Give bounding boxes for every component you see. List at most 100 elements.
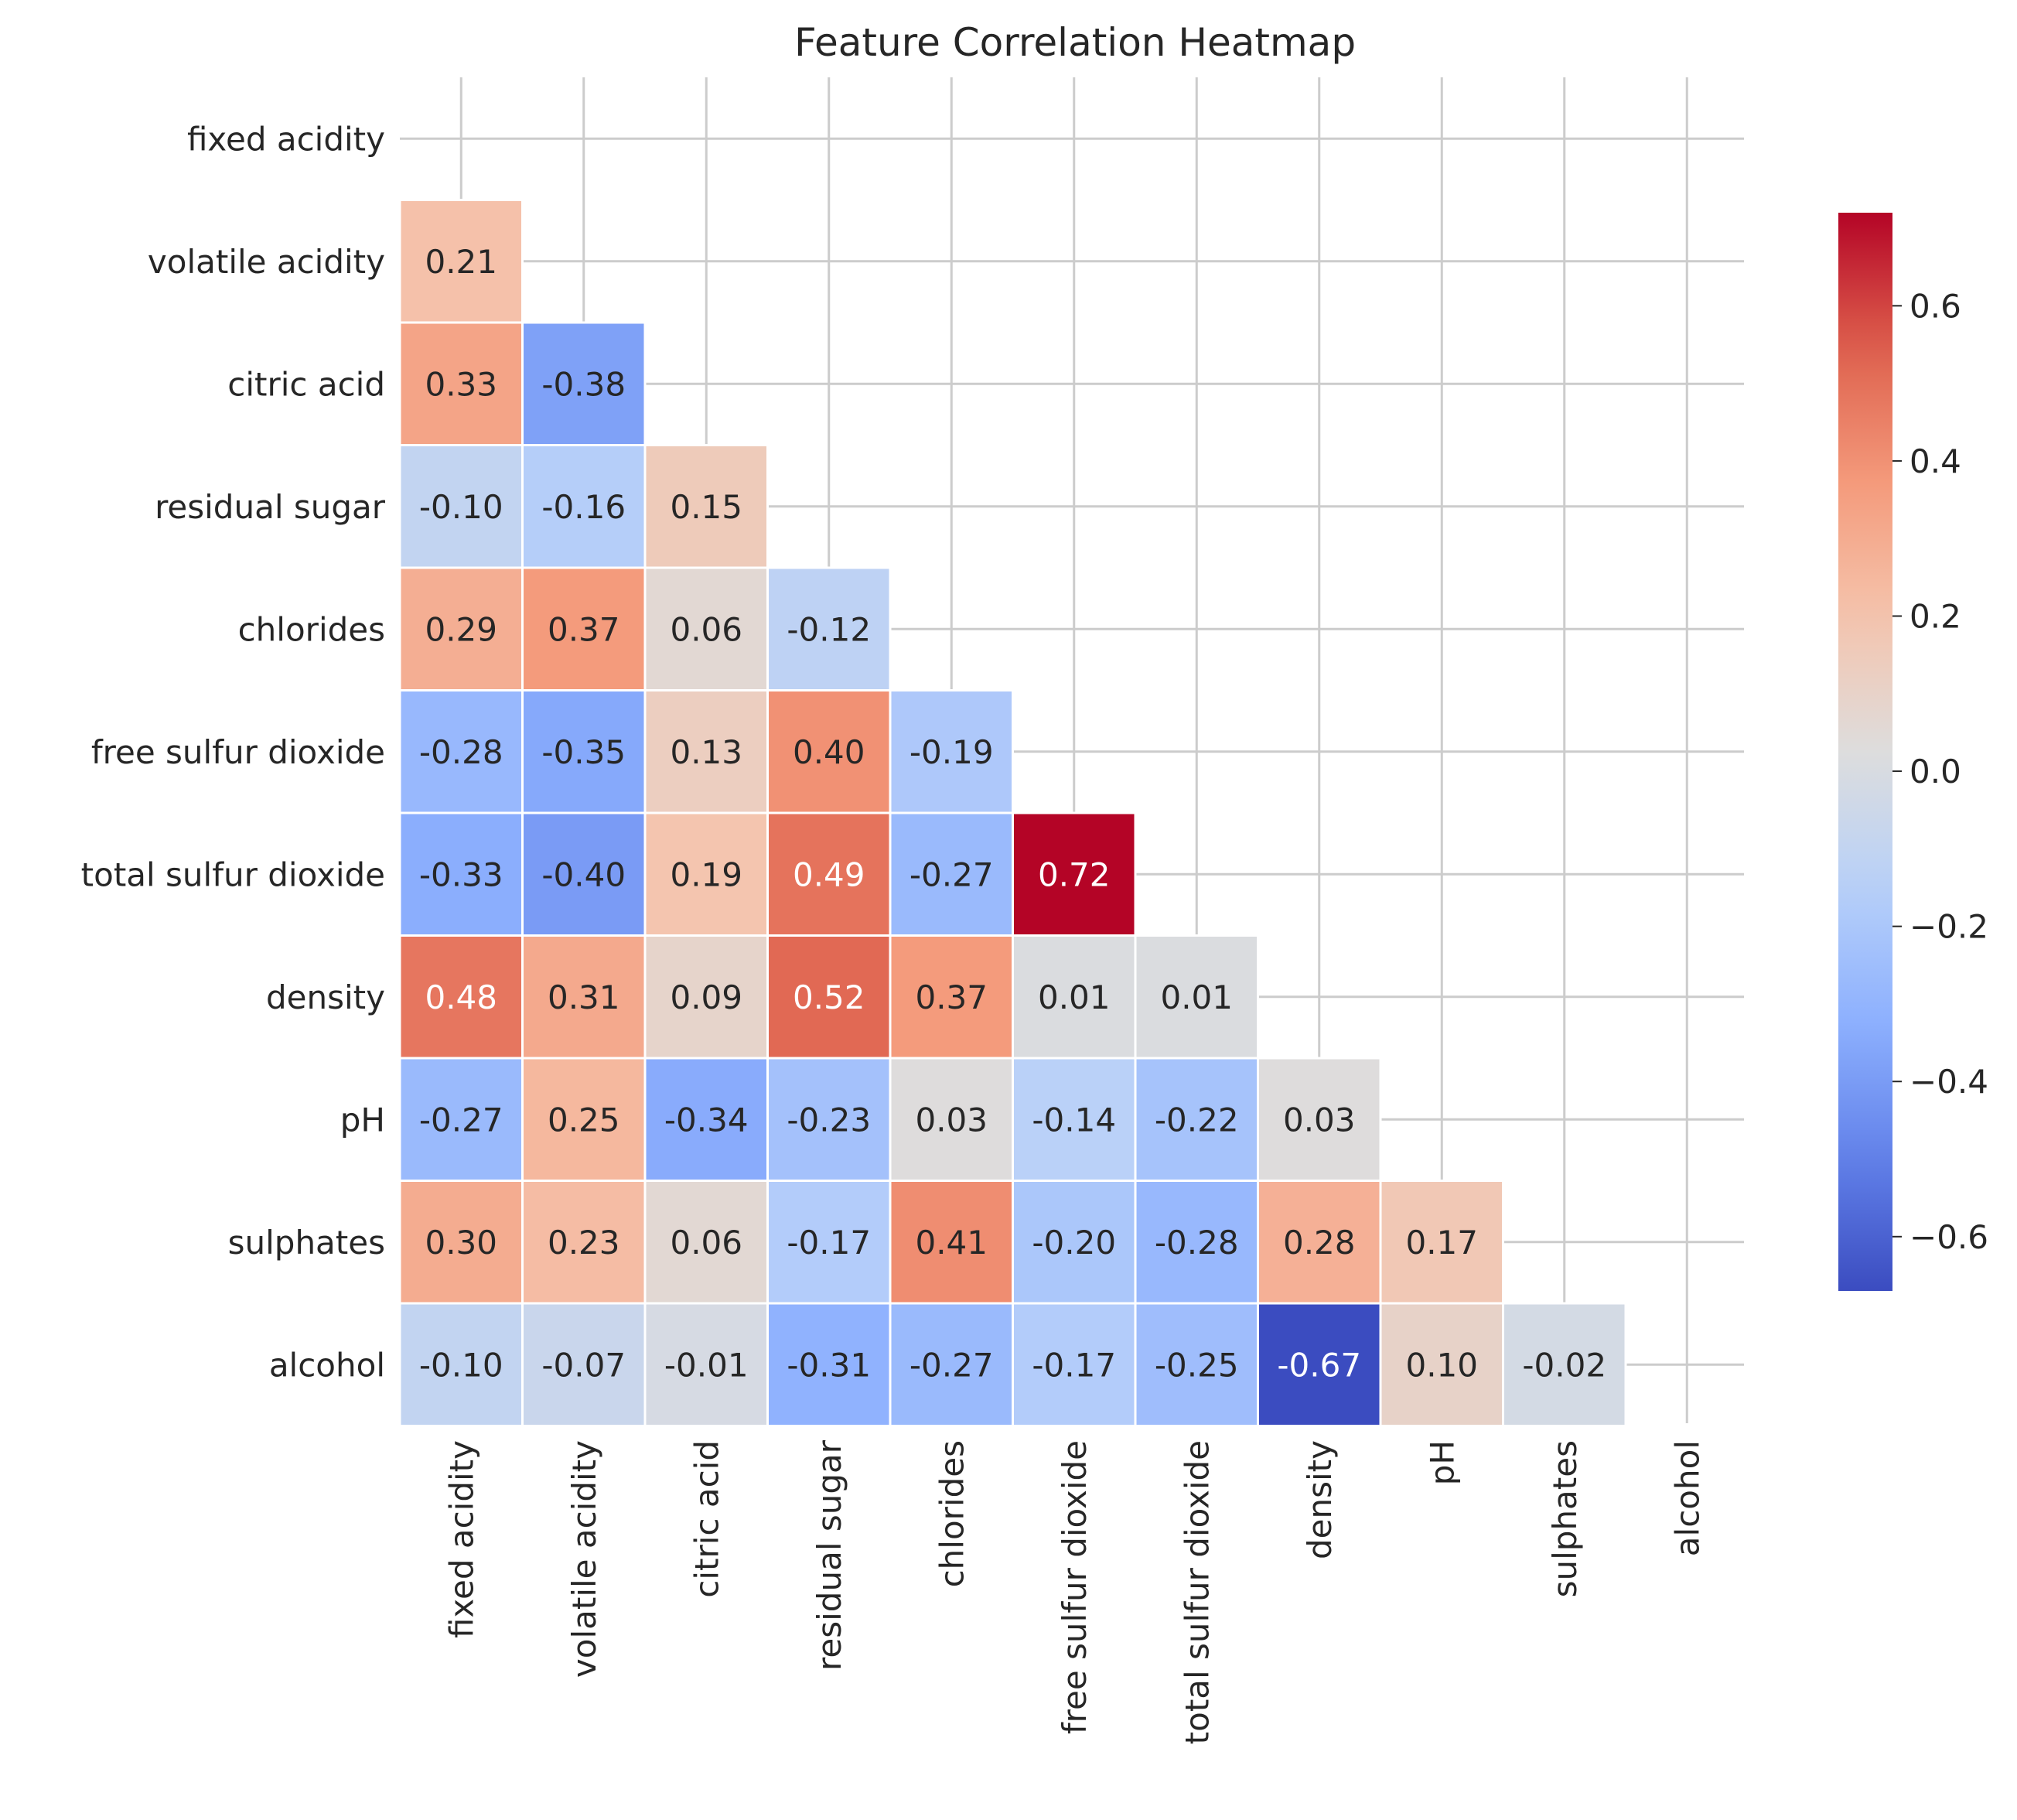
cell-value-label: -0.10 [419, 488, 503, 526]
cell-value-label: -0.12 [787, 610, 871, 648]
cell-value-label: -0.01 [664, 1346, 749, 1384]
heatmap-cell [521, 1302, 647, 1427]
heatmap-cell [1379, 1302, 1504, 1427]
y-tick-label: pH [340, 1101, 385, 1139]
heatmap-cell [398, 1057, 524, 1182]
y-tick-label: fixed acidity [187, 120, 385, 158]
heatmap-cell [521, 1180, 647, 1305]
cell-value-label: 0.01 [1160, 978, 1233, 1016]
cell-value-label: -0.07 [541, 1346, 626, 1384]
heatmap-cells: 0.21 0.33 -0.38 -0.10 -0.16 0.15 0.29 0.37 0.06 -… [398, 199, 1627, 1427]
heatmap-cell [766, 1057, 892, 1182]
heatmap-cell [1134, 1057, 1259, 1182]
heatmap-cell [643, 1302, 769, 1427]
x-tick-label: citric acid [688, 1440, 725, 1598]
cell-value-label: 0.17 [1405, 1224, 1478, 1262]
cell-value-label: 0.37 [548, 610, 620, 648]
colorbar-gradient [1838, 213, 1892, 1291]
y-tick-label: sulphates [228, 1224, 385, 1262]
cell-value-label: -0.27 [910, 855, 994, 893]
x-tick-label: sulphates [1546, 1440, 1584, 1597]
x-tick-label: alcohol [1668, 1440, 1706, 1556]
cell-value-label: 0.01 [1038, 978, 1111, 1016]
cell-value-label: 0.19 [670, 855, 742, 893]
x-tick-label: fixed acidity [442, 1440, 480, 1638]
chart-title: Feature Correlation Heatmap [794, 20, 1356, 65]
x-tick-label: total sulfur dioxide [1178, 1440, 1216, 1744]
y-tick-label: citric acid [227, 365, 385, 403]
cell-value-label: -0.67 [1277, 1346, 1361, 1384]
cell-value-label: 0.06 [670, 610, 742, 648]
cell-value-label: -0.10 [419, 1346, 503, 1384]
cell-value-label: -0.33 [419, 855, 503, 893]
colorbar-tick-label: −0.4 [1909, 1063, 1988, 1101]
cell-value-label: -0.19 [910, 733, 994, 771]
heatmap-cell [1134, 1302, 1259, 1427]
y-tick-labels: fixed acidity volatile acidity citric acid… [81, 120, 386, 1384]
cell-value-label: -0.27 [910, 1346, 994, 1384]
cell-value-label: -0.40 [541, 855, 626, 893]
heatmap-cell [1502, 1302, 1627, 1427]
heatmap-cell [889, 1057, 1014, 1182]
cell-value-label: 0.28 [1283, 1224, 1356, 1262]
cell-value-label: -0.25 [1155, 1346, 1239, 1384]
cell-value-label: -0.34 [664, 1101, 749, 1139]
x-tick-label: pH [1423, 1440, 1461, 1485]
cell-value-label: -0.38 [541, 365, 626, 403]
cell-value-label: 0.15 [670, 488, 742, 526]
cell-value-label: -0.22 [1155, 1101, 1239, 1139]
cell-value-label: 0.13 [670, 733, 742, 771]
heatmap-cell [398, 1302, 524, 1427]
cell-value-label: 0.37 [915, 978, 988, 1016]
heatmap-cell [1257, 1180, 1382, 1305]
heatmap-cell [766, 934, 892, 1060]
cell-value-label: 0.03 [1283, 1101, 1356, 1139]
y-tick-label: total sulfur dioxide [81, 855, 385, 893]
colorbar-tick-label: 0.4 [1909, 442, 1961, 480]
heatmap-cell [889, 811, 1014, 937]
y-tick-label: volatile acidity [148, 243, 385, 281]
cell-value-label: 0.52 [793, 978, 865, 1016]
heatmap-cell [766, 1302, 892, 1427]
cell-value-label: -0.35 [541, 733, 626, 771]
cell-value-label: -0.17 [787, 1224, 871, 1262]
heatmap-cell [1257, 1302, 1382, 1427]
cell-value-label: -0.02 [1522, 1346, 1606, 1384]
y-tick-label: free sulfur dioxide [91, 733, 385, 771]
heatmap-cell [398, 811, 524, 937]
cell-value-label: -0.31 [787, 1346, 871, 1384]
heatmap-cell [643, 934, 769, 1060]
colorbar-tick-label: 0.0 [1909, 753, 1961, 790]
heatmap-cell [1257, 1057, 1382, 1182]
cell-value-label: 0.41 [915, 1224, 988, 1262]
cell-value-label: -0.27 [419, 1101, 503, 1139]
heatmap-cell [521, 1057, 647, 1182]
cell-value-label: 0.40 [793, 733, 865, 771]
cell-value-label: 0.25 [548, 1101, 620, 1139]
cell-value-label: 0.48 [425, 978, 497, 1016]
heatmap-cell [889, 934, 1014, 1060]
cell-value-label: -0.17 [1032, 1346, 1116, 1384]
heatmap-cell [643, 811, 769, 937]
x-tick-label: density [1301, 1440, 1339, 1559]
cell-value-label: 0.49 [793, 855, 865, 893]
cell-value-label: 0.21 [425, 243, 497, 281]
heatmap-cell [889, 689, 1014, 814]
colorbar: 0.6 0.4 0.2 0.0 −0.2 −0.4 −0.6 [1838, 213, 1988, 1291]
colorbar-tick-label: −0.2 [1909, 908, 1988, 946]
heatmap-cell [521, 689, 647, 814]
cell-value-label: -0.28 [1155, 1224, 1239, 1262]
cell-value-label: 0.72 [1038, 855, 1111, 893]
heatmap-cell [766, 689, 892, 814]
heatmap-cell [889, 1302, 1014, 1427]
cell-value-label: -0.20 [1032, 1224, 1116, 1262]
heatmap-cell [1012, 1302, 1137, 1427]
cell-value-label: 0.03 [915, 1101, 988, 1139]
cell-value-label: -0.16 [541, 488, 626, 526]
heatmap-cell [398, 689, 524, 814]
heatmap-cell [1012, 1180, 1137, 1305]
heatmap-cell [766, 566, 892, 691]
cell-value-label: -0.14 [1032, 1101, 1116, 1139]
y-tick-label: density [266, 978, 385, 1016]
